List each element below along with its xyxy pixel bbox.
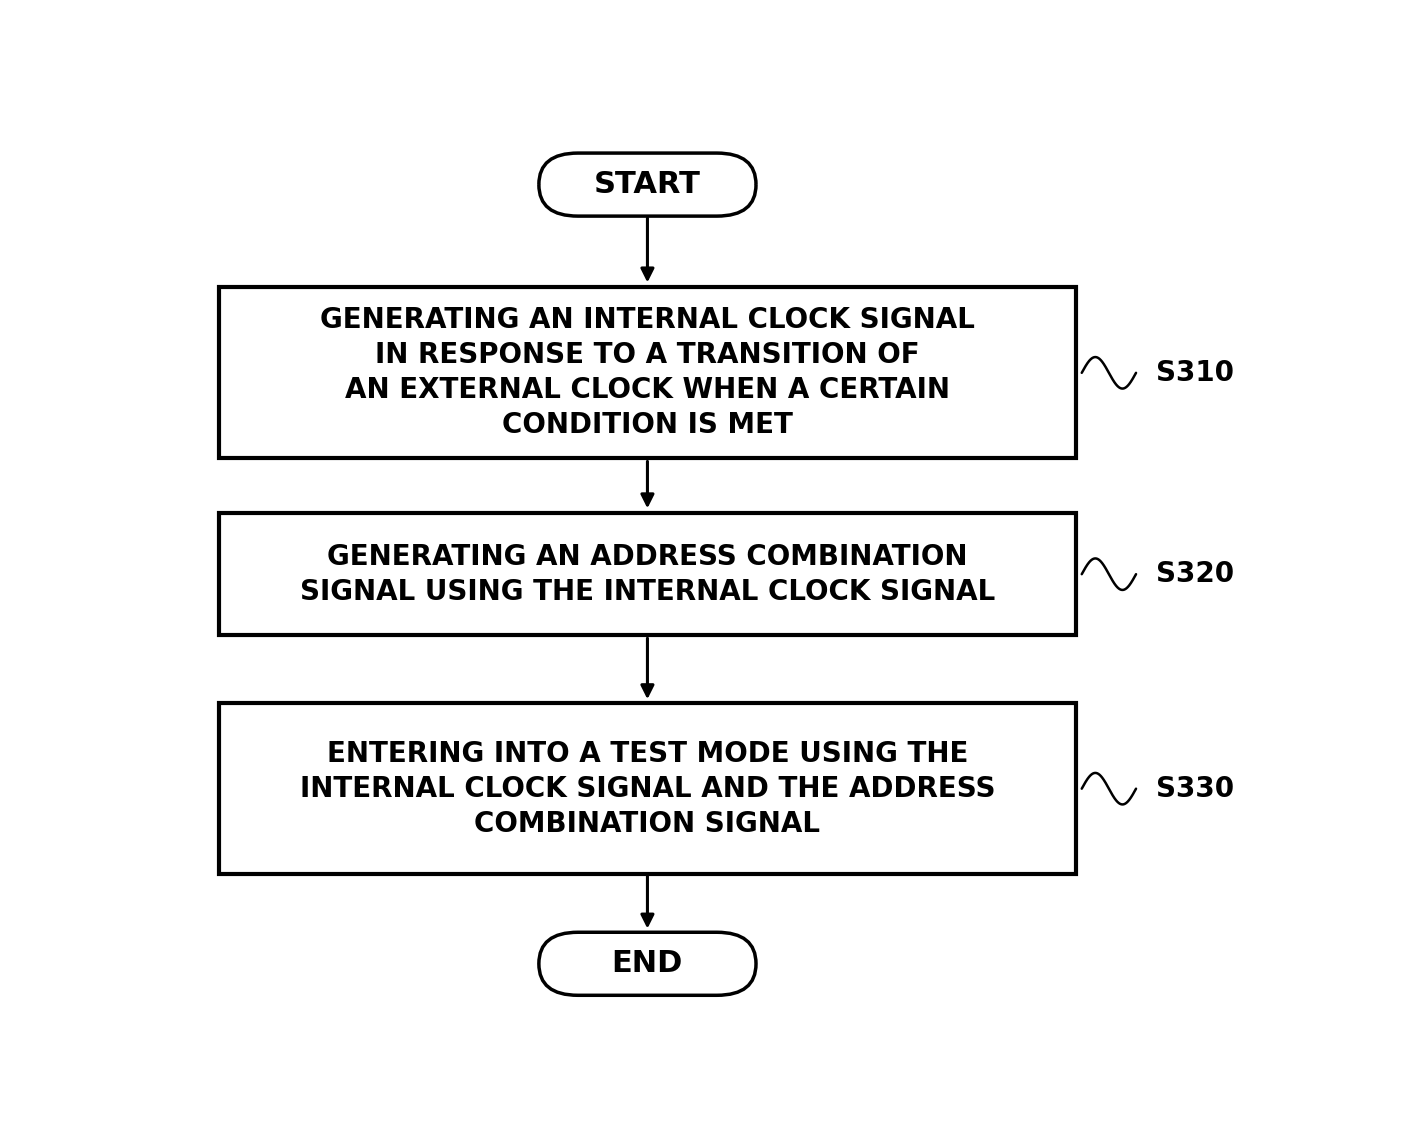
Text: S320: S320 [1156,561,1234,588]
FancyBboxPatch shape [539,932,757,995]
Text: START: START [594,171,700,199]
Text: S330: S330 [1156,774,1234,803]
Text: GENERATING AN ADDRESS COMBINATION: GENERATING AN ADDRESS COMBINATION [328,542,968,571]
FancyBboxPatch shape [219,288,1076,458]
FancyBboxPatch shape [539,153,757,216]
Text: ENTERING INTO A TEST MODE USING THE: ENTERING INTO A TEST MODE USING THE [326,740,968,767]
FancyBboxPatch shape [219,513,1076,636]
Text: END: END [612,949,684,978]
Text: INTERNAL CLOCK SIGNAL AND THE ADDRESS: INTERNAL CLOCK SIGNAL AND THE ADDRESS [300,774,995,803]
Text: IN RESPONSE TO A TRANSITION OF: IN RESPONSE TO A TRANSITION OF [375,341,919,370]
FancyBboxPatch shape [219,704,1076,874]
Text: COMBINATION SIGNAL: COMBINATION SIGNAL [475,810,821,838]
Text: S310: S310 [1156,359,1233,387]
Text: CONDITION IS MET: CONDITION IS MET [502,412,793,439]
Text: SIGNAL USING THE INTERNAL CLOCK SIGNAL: SIGNAL USING THE INTERNAL CLOCK SIGNAL [300,578,995,606]
Text: GENERATING AN INTERNAL CLOCK SIGNAL: GENERATING AN INTERNAL CLOCK SIGNAL [319,306,975,334]
Text: AN EXTERNAL CLOCK WHEN A CERTAIN: AN EXTERNAL CLOCK WHEN A CERTAIN [345,376,950,405]
